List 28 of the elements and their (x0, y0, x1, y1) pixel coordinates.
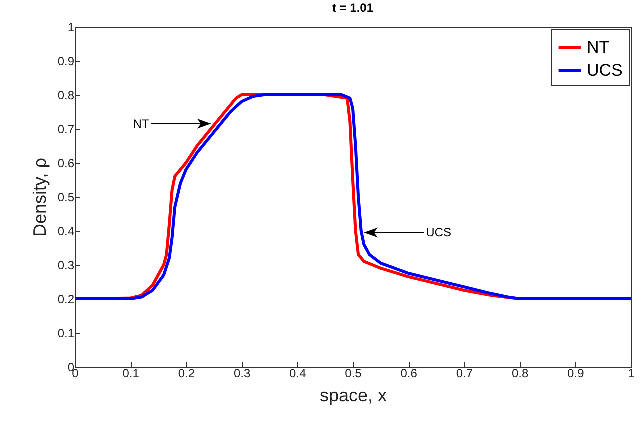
legend-label: NT (587, 38, 610, 57)
y-tick-label: 0.9 (58, 54, 75, 68)
x-axis-title: space, x (320, 386, 388, 406)
y-tick-label: 0.7 (58, 122, 75, 136)
x-tick-label: 0.9 (568, 366, 585, 380)
annotation: NT (133, 116, 150, 131)
y-axis-title: Density, ρ (30, 158, 50, 237)
y-tick-label: 0.4 (58, 224, 75, 238)
x-tick-label: 0.1 (122, 366, 140, 380)
y-tick-label: 0.1 (58, 326, 75, 340)
x-tick-label: 0.7 (456, 366, 474, 380)
x-tick-label: 0.5 (345, 366, 362, 380)
annotation: UCS (426, 226, 452, 240)
legend-label: UCS (587, 61, 623, 80)
x-tick-label: 1 (628, 366, 636, 380)
y-tick-label: 0.8 (58, 88, 75, 102)
x-tick-label: 0.6 (400, 366, 418, 380)
y-tick-label: 1 (68, 20, 75, 34)
y-tick-label: 0.6 (58, 156, 75, 170)
x-tick-label: 0.2 (178, 366, 196, 380)
x-tick-label: 0.4 (290, 366, 307, 380)
chart-title: t = 1.01 (332, 1, 374, 15)
x-tick-label: 0.3 (234, 366, 251, 380)
y-tick-label: 0.2 (58, 292, 75, 306)
line-series (74, 94, 632, 300)
y-tick-label: 0.3 (58, 258, 75, 272)
x-tick-label: 0.8 (512, 366, 529, 380)
y-tick-label: 0.5 (58, 190, 75, 204)
